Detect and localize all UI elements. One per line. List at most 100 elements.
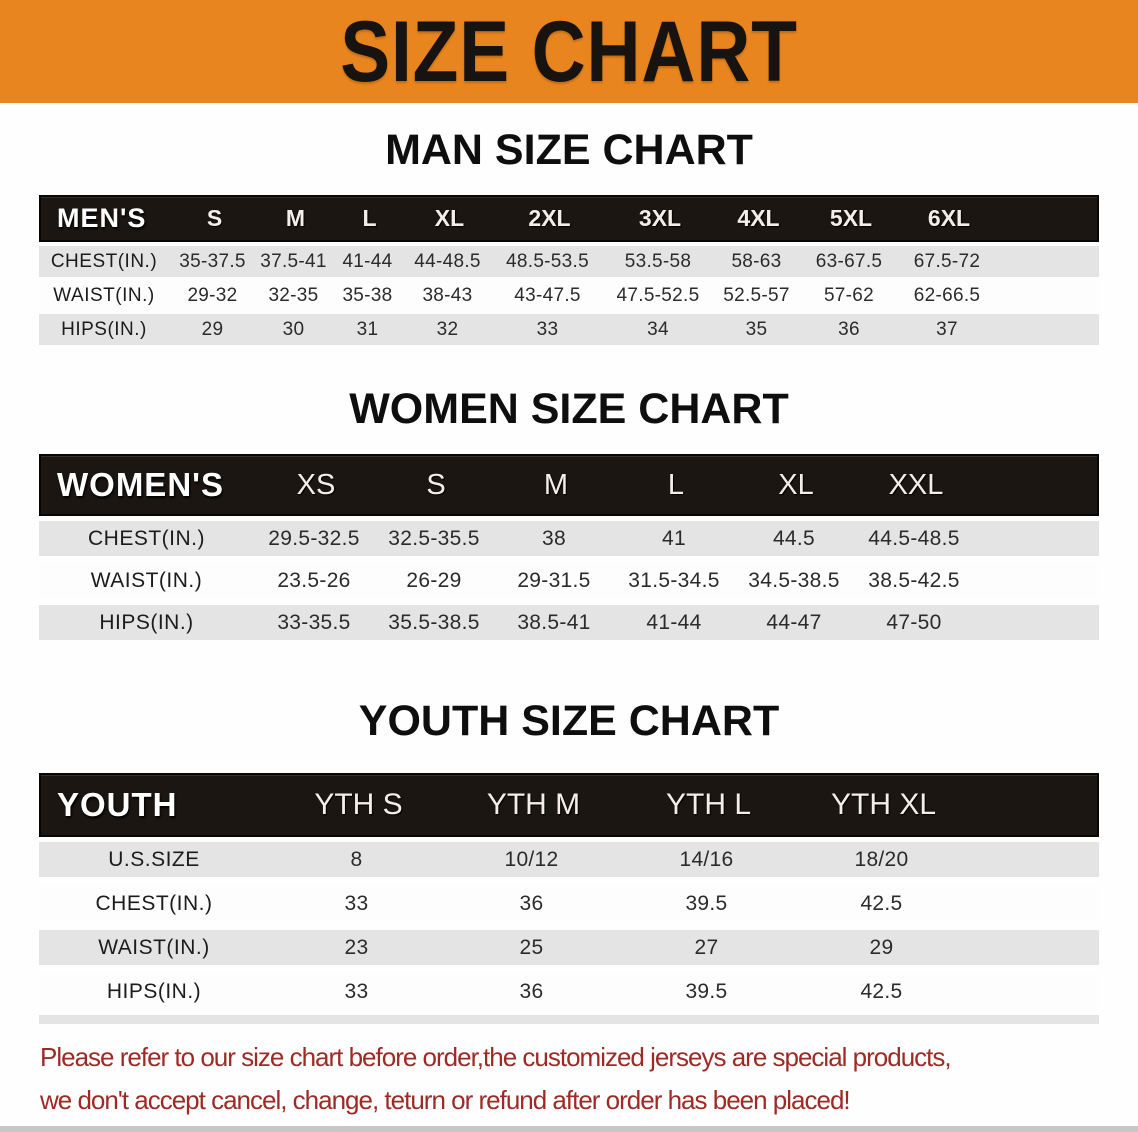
value-cell: 33 xyxy=(344,979,369,1003)
value-cell: 35-38 xyxy=(342,284,393,306)
size-column-header: YTH M xyxy=(486,788,581,821)
value-cell: 58-63 xyxy=(731,250,782,272)
men-group-label: MEN'S xyxy=(57,203,147,233)
size-column-header: YTH L xyxy=(665,788,752,821)
value-cell: 52.5-57 xyxy=(723,284,790,306)
size-column-header: 5XL xyxy=(829,205,873,231)
row-label: HIPS(IN.) xyxy=(99,610,194,634)
size-column-header: 4XL xyxy=(737,205,780,231)
disclaimer-line-2: we don't accept cancel, change, teturn o… xyxy=(40,1085,851,1115)
value-cell: 29.5-32.5 xyxy=(268,526,360,550)
value-cell: 26-29 xyxy=(406,568,462,592)
youth-chest-row: CHEST(IN.) 33 36 39.5 42.5 xyxy=(39,886,1099,921)
youth-group-label: YOUTH xyxy=(57,786,178,823)
value-cell: 33 xyxy=(536,318,559,340)
value-cell: 36 xyxy=(519,979,544,1003)
value-cell: 31.5-34.5 xyxy=(628,568,720,592)
youth-table-header-row: YOUTH YTH S YTH M YTH L YTH XL xyxy=(39,773,1099,837)
size-column-header: L xyxy=(667,468,685,501)
value-cell: 44-48.5 xyxy=(414,250,481,272)
value-cell: 42.5 xyxy=(860,979,903,1003)
value-cell: 32 xyxy=(436,318,459,340)
row-label: WAIST(IN.) xyxy=(98,935,210,959)
size-column-header: XXL xyxy=(888,468,944,501)
value-cell: 44.5 xyxy=(772,526,816,550)
men-hips-row: HIPS(IN.) 29 30 31 32 33 34 35 36 37 xyxy=(39,314,1099,345)
men-waist-row: WAIST(IN.) 29-32 32-35 35-38 38-43 43-47… xyxy=(39,280,1099,311)
youth-hips-row: HIPS(IN.) 33 36 39.5 42.5 xyxy=(39,974,1099,1009)
women-group-label: WOMEN'S xyxy=(57,466,225,503)
value-cell: 27 xyxy=(694,935,719,959)
value-cell: 36 xyxy=(838,318,860,340)
value-cell: 33 xyxy=(344,891,369,915)
value-cell: 31 xyxy=(356,318,379,340)
size-column-header: S xyxy=(426,468,446,501)
youth-section-heading: YOUTH SIZE CHART xyxy=(358,697,780,745)
men-table-header-row: MEN'S S M L XL 2XL 3XL 4XL 5XL 6XL xyxy=(39,195,1099,242)
women-chest-row: CHEST(IN.) 29.5-32.5 32.5-35.5 38 41 44.… xyxy=(39,521,1099,556)
value-cell: 29-31.5 xyxy=(517,568,591,592)
size-column-header: M xyxy=(543,468,569,501)
table-end-strip xyxy=(39,1015,1099,1024)
size-column-header: M xyxy=(285,205,306,231)
value-cell: 37 xyxy=(936,318,958,340)
value-cell: 57-62 xyxy=(823,284,875,306)
row-label: HIPS(IN.) xyxy=(106,979,202,1003)
row-label: CHEST(IN.) xyxy=(88,526,205,550)
men-size-table: MEN'S S M L XL 2XL 3XL 4XL 5XL 6XL CHEST… xyxy=(39,195,1099,345)
value-cell: 41-44 xyxy=(646,610,702,634)
size-column-header: XL xyxy=(778,468,814,501)
value-cell: 44.5-48.5 xyxy=(868,526,960,550)
value-cell: 10/12 xyxy=(504,847,559,871)
value-cell: 41 xyxy=(662,526,686,550)
size-column-header: YTH S xyxy=(314,788,403,821)
row-label: WAIST(IN.) xyxy=(53,284,155,306)
value-cell: 36 xyxy=(519,891,544,915)
size-column-header: 2XL xyxy=(528,205,571,231)
row-label: CHEST(IN.) xyxy=(50,250,158,272)
value-cell: 63-67.5 xyxy=(815,250,883,272)
value-cell: 35 xyxy=(745,318,768,340)
youth-waist-row: WAIST(IN.) 23 25 27 29 xyxy=(39,930,1099,965)
value-cell: 32-35 xyxy=(268,284,319,306)
disclaimer-line-1: Please refer to our size chart before or… xyxy=(40,1042,952,1072)
value-cell: 53.5-58 xyxy=(624,250,692,272)
value-cell: 42.5 xyxy=(860,891,903,915)
value-cell: 47.5-52.5 xyxy=(616,284,700,306)
youth-size-table: YOUTH YTH S YTH M YTH L YTH XL U.S.SIZE … xyxy=(39,773,1099,1024)
value-cell: 44-47 xyxy=(766,610,822,634)
value-cell: 25 xyxy=(519,935,544,959)
banner-title: SIZE CHART xyxy=(340,3,798,100)
value-cell: 47-50 xyxy=(886,610,942,634)
value-cell: 29 xyxy=(201,318,224,340)
value-cell: 34.5-38.5 xyxy=(748,568,840,592)
size-column-header: YTH XL xyxy=(830,788,937,821)
value-cell: 38-43 xyxy=(422,284,473,306)
size-column-header: 3XL xyxy=(638,205,682,231)
value-cell: 62-66.5 xyxy=(913,284,981,306)
value-cell: 33-35.5 xyxy=(277,610,351,634)
value-cell: 14/16 xyxy=(679,847,734,871)
value-cell: 30 xyxy=(282,318,305,340)
size-column-header: L xyxy=(362,205,377,231)
value-cell: 38.5-41 xyxy=(517,610,591,634)
row-label: CHEST(IN.) xyxy=(95,891,213,915)
men-chest-row: CHEST(IN.) 35-37.5 37.5-41 41-44 44-48.5… xyxy=(39,246,1099,277)
youth-ussize-row: U.S.SIZE 8 10/12 14/16 18/20 xyxy=(39,842,1099,877)
women-hips-row: HIPS(IN.) 33-35.5 35.5-38.5 38.5-41 41-4… xyxy=(39,605,1099,640)
value-cell: 39.5 xyxy=(685,979,728,1003)
value-cell: 8 xyxy=(350,847,363,871)
value-cell: 23.5-26 xyxy=(277,568,351,592)
row-label: WAIST(IN.) xyxy=(90,568,203,592)
size-column-header: 6XL xyxy=(927,205,971,231)
value-cell: 67.5-72 xyxy=(913,250,981,272)
value-cell: 34 xyxy=(647,318,669,340)
women-table-header-row: WOMEN'S XS S M L XL XXL xyxy=(39,454,1099,516)
women-section-heading: WOMEN SIZE CHART xyxy=(349,385,789,433)
bottom-strip xyxy=(0,1126,1138,1132)
women-size-table: WOMEN'S XS S M L XL XXL CHEST(IN.) 29.5-… xyxy=(39,454,1099,640)
size-column-header: XL xyxy=(434,205,465,231)
banner: SIZE CHART xyxy=(0,0,1138,103)
value-cell: 48.5-53.5 xyxy=(506,250,589,272)
